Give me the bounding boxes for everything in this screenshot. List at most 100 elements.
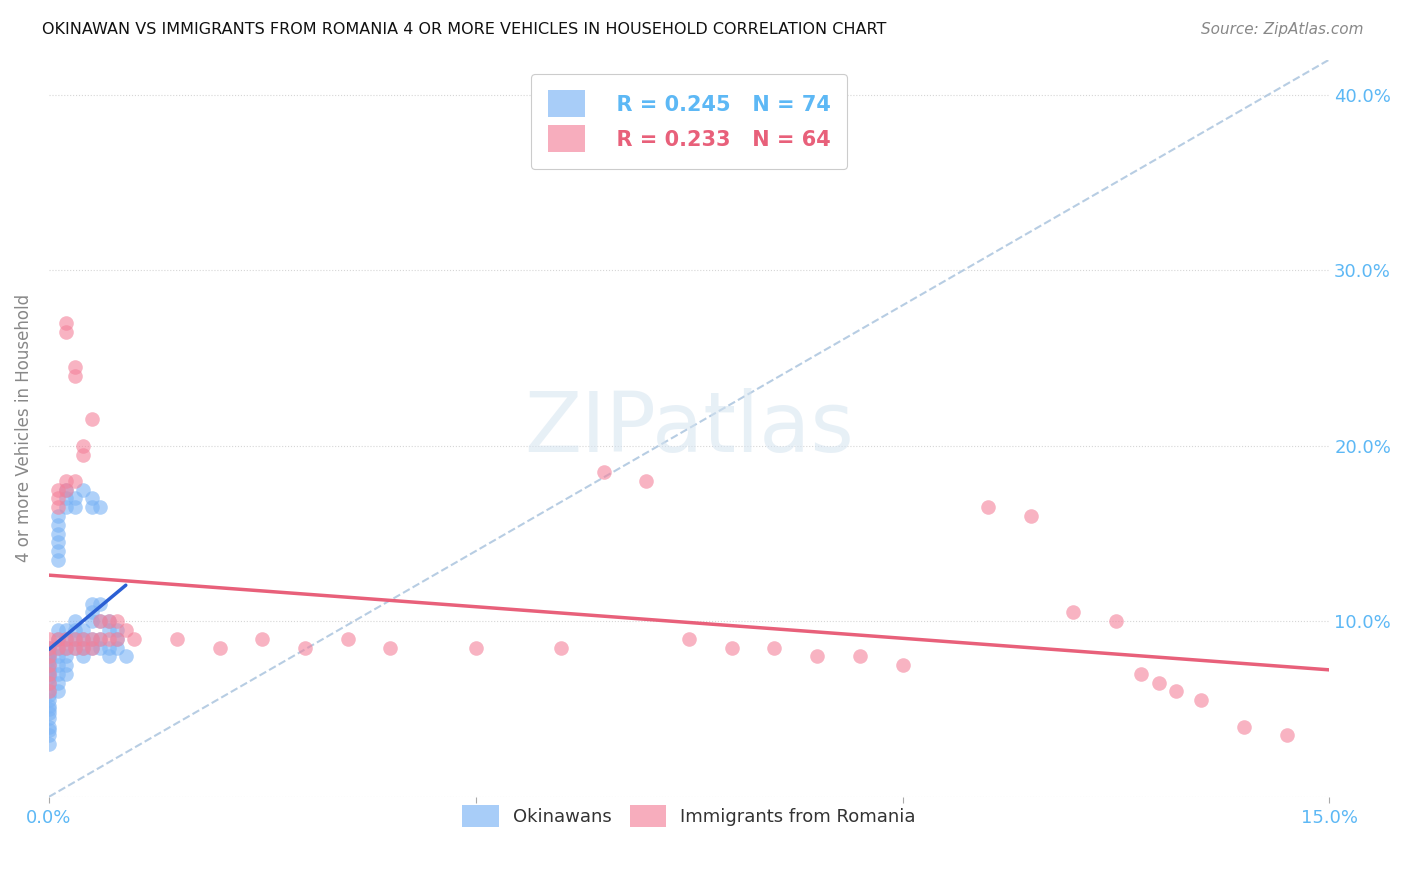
- Point: [55, 325, 77, 339]
- Point: [46, 640, 69, 655]
- Point: [38, 711, 60, 725]
- Point: [550, 640, 572, 655]
- Point: [46, 544, 69, 558]
- Point: [38, 640, 60, 655]
- Point: [38, 667, 60, 681]
- Point: [97, 623, 120, 637]
- Point: [46, 500, 69, 515]
- Point: [592, 465, 614, 479]
- Point: [1130, 667, 1153, 681]
- Point: [294, 640, 316, 655]
- Point: [97, 632, 120, 646]
- Point: [80, 640, 103, 655]
- Point: [55, 491, 77, 506]
- Point: [105, 623, 128, 637]
- Point: [380, 640, 402, 655]
- Text: ZIPatlas: ZIPatlas: [524, 388, 853, 468]
- Point: [46, 535, 69, 549]
- Point: [46, 632, 69, 646]
- Point: [55, 640, 77, 655]
- Point: [114, 623, 136, 637]
- Point: [72, 623, 94, 637]
- Point: [105, 632, 128, 646]
- Point: [63, 368, 86, 383]
- Point: [38, 646, 60, 660]
- Point: [89, 500, 111, 515]
- Point: [80, 632, 103, 646]
- Point: [55, 632, 77, 646]
- Point: [46, 623, 69, 637]
- Point: [63, 614, 86, 628]
- Point: [63, 632, 86, 646]
- Point: [55, 316, 77, 330]
- Point: [38, 649, 60, 664]
- Point: [46, 640, 69, 655]
- Point: [1275, 728, 1298, 742]
- Point: [63, 640, 86, 655]
- Point: [678, 632, 700, 646]
- Point: [208, 640, 231, 655]
- Point: [97, 640, 120, 655]
- Legend: Okinawans, Immigrants from Romania: Okinawans, Immigrants from Romania: [453, 796, 925, 836]
- Point: [849, 649, 872, 664]
- Point: [1019, 508, 1042, 523]
- Point: [38, 658, 60, 673]
- Point: [636, 474, 658, 488]
- Point: [89, 640, 111, 655]
- Point: [38, 640, 60, 655]
- Point: [46, 491, 69, 506]
- Point: [72, 640, 94, 655]
- Point: [55, 649, 77, 664]
- Point: [72, 632, 94, 646]
- Point: [55, 500, 77, 515]
- Point: [38, 684, 60, 698]
- Point: [55, 658, 77, 673]
- Point: [80, 632, 103, 646]
- Point: [89, 614, 111, 628]
- Point: [97, 649, 120, 664]
- Point: [55, 474, 77, 488]
- Point: [63, 640, 86, 655]
- Point: [46, 483, 69, 497]
- Point: [72, 483, 94, 497]
- Point: [72, 448, 94, 462]
- Point: [1233, 720, 1256, 734]
- Point: [38, 667, 60, 681]
- Point: [80, 614, 103, 628]
- Point: [46, 517, 69, 532]
- Point: [38, 723, 60, 737]
- Point: [72, 649, 94, 664]
- Point: [891, 658, 914, 673]
- Point: [46, 649, 69, 664]
- Point: [763, 640, 786, 655]
- Point: [38, 653, 60, 667]
- Point: [46, 684, 69, 698]
- Text: Source: ZipAtlas.com: Source: ZipAtlas.com: [1201, 22, 1364, 37]
- Point: [46, 553, 69, 567]
- Point: [38, 737, 60, 751]
- Point: [72, 640, 94, 655]
- Point: [46, 508, 69, 523]
- Point: [72, 439, 94, 453]
- Point: [80, 412, 103, 426]
- Point: [38, 675, 60, 690]
- Point: [63, 359, 86, 374]
- Point: [46, 658, 69, 673]
- Point: [46, 632, 69, 646]
- Point: [89, 614, 111, 628]
- Point: [464, 640, 486, 655]
- Point: [105, 640, 128, 655]
- Point: [63, 623, 86, 637]
- Point: [63, 474, 86, 488]
- Point: [720, 640, 742, 655]
- Point: [252, 632, 274, 646]
- Point: [38, 720, 60, 734]
- Point: [38, 664, 60, 678]
- Point: [55, 623, 77, 637]
- Point: [55, 483, 77, 497]
- Point: [806, 649, 828, 664]
- Point: [166, 632, 188, 646]
- Point: [55, 667, 77, 681]
- Point: [97, 614, 120, 628]
- Y-axis label: 4 or more Vehicles in Household: 4 or more Vehicles in Household: [15, 294, 32, 562]
